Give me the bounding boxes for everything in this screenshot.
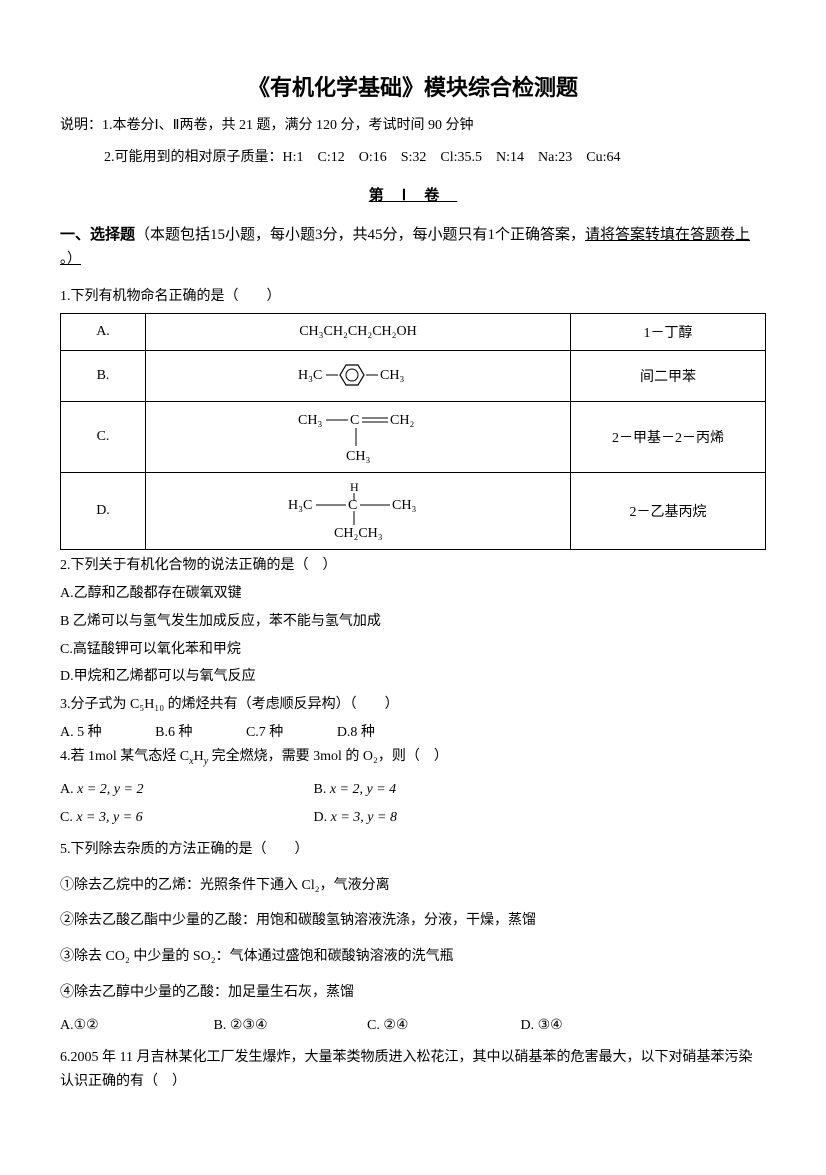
instructions-line1: 说明：1.本卷分Ⅰ、Ⅱ两卷，共 21 题，满分 120 分，考试时间 90 分钟: [60, 114, 766, 138]
q2-d: D.甲烷和乙烯都可以与氧气反应: [60, 665, 766, 689]
q3-a: A. 5 种: [60, 721, 102, 741]
q4-row1: A. x = 2, y = 2 B. x = 2, y = 4: [60, 782, 766, 798]
q5-o1: ①除去乙烷中的乙烯：光照条件下通入 Cl₂，气液分离: [60, 874, 766, 898]
svg-text:CH₃: CH₃: [346, 449, 370, 464]
q3-text: 3.分子式为 C₅H₁₀ 的烯烃共有（考虑顺反异构）（ ）: [60, 693, 766, 717]
q5-c: C. ②④: [367, 1017, 517, 1034]
svg-text:C: C: [350, 413, 359, 428]
propene-methyl-icon: CH₃ C CH₂ CH₃: [268, 410, 448, 464]
q1-a-label: A.: [61, 314, 146, 351]
q5-a: A.①②: [60, 1017, 210, 1034]
table-row: D. H H₃C C CH₃ CH₂CH₃ 2－乙基丙烷: [61, 473, 766, 550]
q4-text: 4.若 1mol 某气态烃 CxHy 完全燃烧，需要 3mol 的 O₂，则（ …: [60, 745, 766, 770]
q2-b: B 乙烯可以与氢气发生加成反应，苯不能与氢气加成: [60, 610, 766, 634]
q5-o3: ③除去 CO₂ 中少量的 SO₂：气体通过盛饱和碳酸钠溶液的洗气瓶: [60, 945, 766, 969]
section-desc: （本题包括15小题，每小题3分，共45分，每小题只有1个正确答案，: [135, 227, 585, 243]
q1-d-formula: H H₃C C CH₃ CH₂CH₃: [146, 473, 571, 550]
table-row: A. CH₃CH₂CH₂CH₂OH 1－丁醇: [61, 314, 766, 351]
q1-c-name: 2－甲基－2－丙烯: [571, 402, 766, 473]
q2-c: C.高锰酸钾可以氧化苯和甲烷: [60, 638, 766, 662]
svg-text:CH₃: CH₃: [298, 413, 322, 428]
q1-table: A. CH₃CH₂CH₂CH₂OH 1－丁醇 B. H₃C CH₃ 间二甲苯 C…: [60, 313, 766, 550]
svg-text:H₃C: H₃C: [288, 498, 312, 513]
q6-text: 6.2005 年 11 月吉林某化工厂发生爆炸，大量苯类物质进入松花江，其中以硝…: [60, 1046, 766, 1094]
q1-b-name: 间二甲苯: [571, 351, 766, 402]
ethylpropane-icon: H H₃C C CH₃ CH₂CH₃: [258, 481, 458, 541]
svg-text:H: H: [350, 481, 359, 494]
q3-b: B.6 种: [155, 721, 192, 741]
q1-d-label: D.: [61, 473, 146, 550]
q5-o4: ④除去乙醇中少量的乙酸：加足量生石灰，蒸馏: [60, 981, 766, 1005]
benzene-dimethyl-icon: H₃C CH₃: [278, 359, 438, 393]
q1-d-name: 2－乙基丙烷: [571, 473, 766, 550]
section-header: 第Ⅰ卷: [60, 184, 766, 205]
q1-c-label: C.: [61, 402, 146, 473]
document-title: 《有机化学基础》模块综合检测题: [60, 70, 766, 102]
q3-options: A. 5 种 B.6 种 C.7 种 D.8 种: [60, 721, 766, 741]
svg-text:CH₃: CH₃: [392, 498, 416, 513]
q1-b-formula: H₃C CH₃: [146, 351, 571, 402]
q1-b-label: B.: [61, 351, 146, 402]
section-question-header: 一、选择题（本题包括15小题，每小题3分，共45分，每小题只有1个正确答案，请将…: [60, 223, 766, 244]
q5-options: A.①② B. ②③④ C. ②④ D. ③④: [60, 1017, 766, 1034]
table-row: B. H₃C CH₃ 间二甲苯: [61, 351, 766, 402]
q2-text: 2.下列关于有机化合物的说法正确的是（ ）: [60, 554, 766, 578]
section-note-end: 。）: [60, 248, 766, 272]
q1-a-formula: CH₃CH₂CH₂CH₂OH: [146, 314, 571, 351]
q2-a: A.乙醇和乙酸都存在碳氧双键: [60, 582, 766, 606]
q5-text: 5.下列除去杂质的方法正确的是（ ）: [60, 838, 766, 862]
q1-a-name: 1－丁醇: [571, 314, 766, 351]
svg-text:CH₂CH₃: CH₂CH₃: [334, 526, 383, 541]
q4-c: C. x = 3, y = 6: [60, 810, 310, 826]
svg-text:CH₂: CH₂: [390, 413, 414, 428]
q3-d: D.8 种: [337, 721, 375, 741]
q5-b: B. ②③④: [214, 1017, 364, 1034]
svg-text:CH₃: CH₃: [380, 368, 404, 383]
svg-text:H₃C: H₃C: [298, 368, 322, 383]
q3-c: C.7 种: [246, 721, 283, 741]
q5-d: D. ③④: [521, 1017, 563, 1034]
svg-text:C: C: [348, 498, 357, 513]
q5-o2: ②除去乙酸乙酯中少量的乙酸：用饱和碳酸氢钠溶液洗涤，分液，干燥，蒸馏: [60, 909, 766, 933]
q4-d: D. x = 3, y = 8: [314, 810, 397, 825]
section-title: 一、选择题: [60, 226, 135, 243]
q4-a: A. x = 2, y = 2: [60, 782, 310, 798]
q4-b: B. x = 2, y = 4: [314, 782, 397, 797]
table-row: C. CH₃ C CH₂ CH₃ 2－甲基－2－丙烯: [61, 402, 766, 473]
q1-c-formula: CH₃ C CH₂ CH₃: [146, 402, 571, 473]
instructions-line2: 2.可能用到的相对原子质量：H:1 C:12 O:16 S:32 Cl:35.5…: [60, 146, 766, 170]
q4-row2: C. x = 3, y = 6 D. x = 3, y = 8: [60, 810, 766, 826]
q1-text: 1.下列有机物命名正确的是（ ）: [60, 285, 766, 309]
section-note: 请将答案转填在答题卷上: [585, 227, 750, 243]
